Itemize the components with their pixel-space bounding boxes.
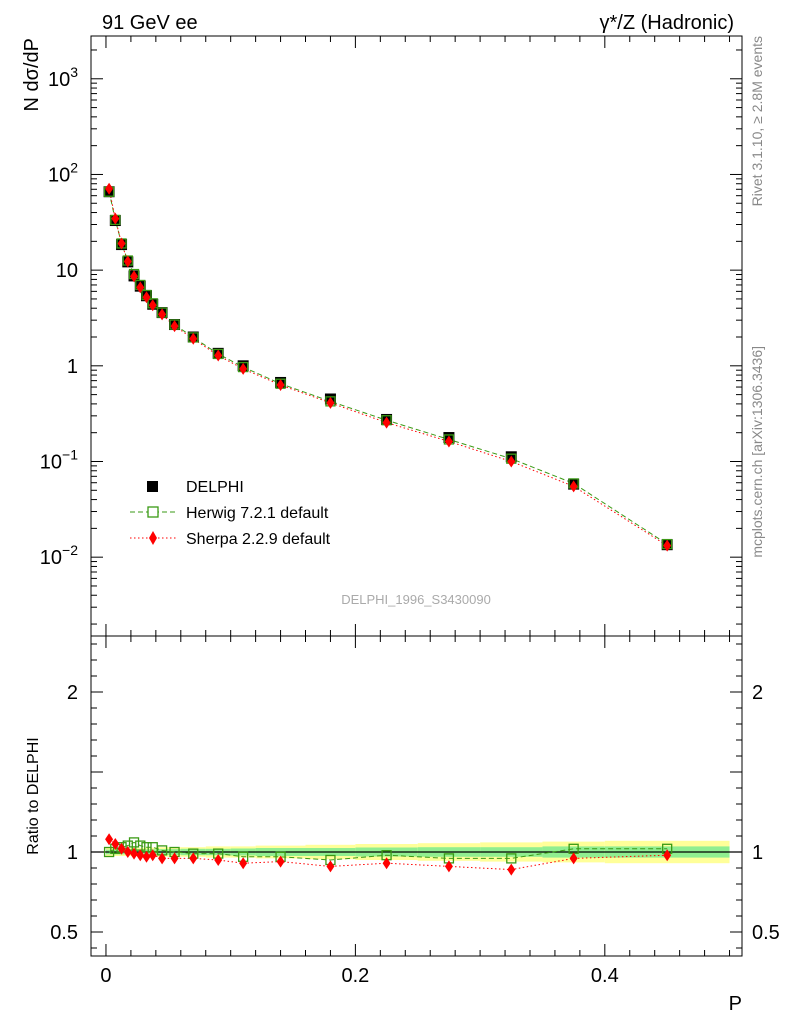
legend-marker-sherpa	[149, 531, 157, 545]
rivet-version-label: Rivet 3.1.10, ≥ 2.8M events	[749, 36, 765, 206]
main-y-tick-label: 10−2	[40, 542, 78, 569]
ratio-y-tick-label: 0.5	[50, 922, 78, 944]
legend-label-herwig: Herwig 7.2.1 default	[186, 505, 329, 522]
x-tick-label: 0.2	[341, 965, 369, 987]
ratio-y-tick-label-right: 1	[752, 842, 763, 864]
ratio-y-tick-label-right: 2	[752, 682, 763, 704]
main-y-tick-label: 10	[56, 260, 78, 282]
sherpa-ratio-point	[445, 860, 453, 872]
ratio-y-tick-label: 1	[67, 842, 78, 864]
sherpa-ratio-point	[124, 846, 132, 858]
x-tick-label: 0.4	[591, 965, 619, 987]
left-title: 91 GeV ee	[102, 12, 198, 34]
main-y-tick-label: 1	[67, 356, 78, 378]
main-y-axis-label: N dσ/dP	[21, 38, 43, 112]
legend-label-sherpa: Sherpa 2.2.9 default	[186, 531, 331, 548]
right-title: γ*/Z (Hadronic)	[600, 12, 734, 34]
legend-label-delphi: DELPHI	[186, 479, 244, 496]
legend-marker-herwig	[148, 507, 158, 517]
sherpa-ratio-point	[507, 864, 515, 876]
legend-marker-delphi	[147, 481, 158, 492]
main-y-tick-label: 10−1	[40, 446, 78, 473]
main-y-tick-label: 102	[48, 159, 78, 186]
ratio-plot-frame	[91, 636, 742, 956]
chart-figure: 0 0.2 0.4 10−2 10−1 1 10 102 103 0.5 0.5 1 1 2 2 91 Ge…	[0, 0, 786, 1024]
x-tick-label: 0	[100, 965, 111, 987]
analysis-watermark: DELPHI_1996_S3430090	[341, 592, 491, 607]
sherpa-ratio-point	[239, 857, 247, 869]
ratio-y-tick-label: 2	[67, 682, 78, 704]
x-axis-label: P	[729, 993, 742, 1015]
main-y-tick-label: 103	[48, 64, 78, 91]
ratio-y-tick-label-right: 0.5	[752, 922, 780, 944]
legend: DELPHI Herwig 7.2.1 default Sherpa 2.2.9…	[130, 479, 331, 548]
mcplots-label: mcplots.cern.ch [arXiv:1306.3436]	[749, 346, 765, 558]
ratio-y-axis-label: Ratio to DELPHI	[25, 737, 42, 854]
sherpa-ratio-point	[326, 860, 334, 872]
